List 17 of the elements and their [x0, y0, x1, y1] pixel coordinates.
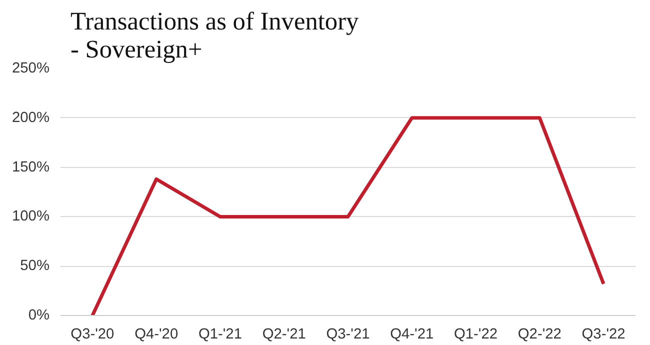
x-tick-label: Q2-'22: [518, 326, 562, 342]
x-tick-label: Q4-'21: [390, 326, 434, 342]
x-tick-label: Q2-'21: [262, 326, 306, 342]
line-series: [90, 116, 606, 316]
y-tick-label: 250%: [12, 60, 50, 76]
y-tick-label: 50%: [20, 258, 50, 274]
x-tick-label: Q4-'20: [134, 326, 178, 342]
y-tick-label: 100%: [12, 208, 50, 225]
y-tick-label: 0%: [28, 308, 50, 324]
x-tick-label: Q3-'20: [70, 326, 114, 342]
chart-title: Transactions as of Inventory - Sovereign+: [70, 8, 360, 64]
x-tick-label: Q3-'21: [326, 326, 370, 342]
y-tick-label: 150%: [12, 159, 50, 176]
x-tick-label: Q1-'21: [198, 326, 242, 342]
y-tick-label: 200%: [12, 110, 50, 126]
x-tick-label: Q3-'22: [582, 326, 626, 342]
x-tick-label: Q1-'22: [454, 326, 498, 342]
